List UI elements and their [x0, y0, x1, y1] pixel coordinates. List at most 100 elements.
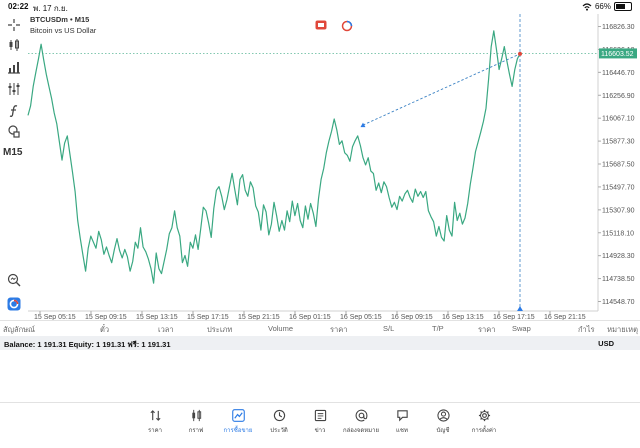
price-tick-label: 116067.10	[602, 116, 635, 123]
crosshair-marker	[517, 306, 523, 311]
battery-percent: 66%	[594, 2, 611, 11]
price-chart[interactable]: 116826.30116636.10116446.70116256.901160…	[0, 0, 640, 320]
battery-icon	[614, 2, 632, 11]
price-tick-label: 116446.70	[602, 70, 635, 77]
trade-icon	[231, 409, 245, 422]
time-tick-label: 15 Sep 17:15	[187, 314, 229, 320]
indicators-icon[interactable]	[4, 80, 24, 98]
chat-icon	[396, 410, 408, 422]
tab-label: การซื้อขาย	[223, 428, 253, 434]
trade-column-header[interactable]: ประเภท	[207, 325, 233, 334]
trade-table-header: สัญลักษณ์ ตั๋ว เวลา ประเภท Volume ราคา S/L T/P ร…	[0, 320, 640, 335]
price-tick-label: 114928.30	[602, 253, 635, 260]
bottom-tab-bar: ราคา กราฟ การซื้อขาย ประวัติ ข่าว กล่องจ…	[0, 402, 640, 448]
price-tick-label: 115307.90	[602, 207, 635, 214]
chart-top-icons	[315, 20, 353, 32]
left-toolbar: M15	[0, 14, 28, 313]
time-tick-label: 16 Sep 13:15	[442, 314, 484, 320]
status-time: 02:22	[8, 2, 29, 11]
price-tick-label: 115118.10	[602, 230, 634, 237]
time-tick-label: 15 Sep 05:15	[34, 314, 76, 320]
quotes-icon	[149, 410, 161, 421]
tab-label: กล่องจดหมาย	[342, 428, 380, 434]
tab-mailbox[interactable]: กล่องจดหมาย	[341, 409, 381, 435]
status-bar: 02:22 พ. 17 ก.ย. 66%	[0, 0, 640, 14]
symbol-info[interactable]: BTCUSDm • M15 Bitcoin vs US Dollar	[30, 15, 96, 35]
account-summary-bar: Balance: 1 191.31 Equity: 1 191.31 ฟรี: …	[0, 336, 640, 350]
trade-column-header[interactable]: หมายเหตุ	[607, 325, 638, 334]
wifi-icon	[582, 2, 592, 11]
zoom-reset-icon[interactable]	[4, 271, 24, 289]
tab-news[interactable]: ข่าว	[300, 409, 340, 435]
current-price-label: 116603.52	[601, 51, 634, 58]
trade-column-header[interactable]: ตั๋ว	[100, 325, 110, 334]
trade-column-header[interactable]: Swap	[512, 324, 531, 333]
account-icon	[436, 409, 450, 422]
close-marker	[518, 51, 522, 56]
price-series-line	[27, 30, 521, 284]
tab-trade[interactable]: การซื้อขาย	[218, 409, 258, 435]
tab-label: ข่าว	[314, 428, 326, 434]
tab-label: ราคา	[148, 428, 162, 434]
tab-quotes[interactable]: ราคา	[135, 409, 175, 435]
candlestick-icon[interactable]	[4, 36, 24, 54]
tab-chat[interactable]: แชท	[382, 409, 422, 435]
current-price-box	[599, 48, 637, 59]
time-axis: 15 Sep 05:15 15 Sep 09:15 15 Sep 13:15 15 S…	[34, 311, 586, 320]
buy-marker	[360, 122, 366, 128]
sync-ring-icon[interactable]	[341, 20, 353, 32]
trade-column-header[interactable]: ราคา	[330, 325, 348, 334]
time-tick-label: 15 Sep 09:15	[85, 314, 127, 320]
trade-flag-icon[interactable]	[315, 20, 327, 30]
tab-chart[interactable]: กราฟ	[176, 409, 216, 435]
mailbox-icon	[355, 409, 367, 422]
price-axis: 116826.30116636.10116446.70116256.901160…	[598, 24, 637, 306]
broker-logo-icon	[4, 295, 24, 313]
time-tick-label: 16 Sep 01:15	[289, 314, 331, 320]
tab-label: แชท	[396, 428, 408, 434]
trade-column-header[interactable]: เวลา	[158, 325, 174, 334]
news-icon	[314, 409, 326, 422]
shapes-icon[interactable]	[4, 122, 24, 140]
time-tick-label: 15 Sep 21:15	[238, 314, 280, 320]
symbol-description: Bitcoin vs US Dollar	[30, 26, 97, 35]
price-tick-label: 114548.70	[602, 299, 635, 306]
trade-column-header[interactable]: T/P	[432, 324, 444, 333]
price-tick-label: 116256.90	[602, 93, 635, 100]
battery-fill	[616, 4, 626, 9]
tab-label: บัญชี	[436, 428, 450, 434]
account-summary: Balance: 1 191.31 Equity: 1 191.31 ฟรี: …	[4, 340, 171, 349]
crosshair-icon[interactable]	[4, 16, 24, 34]
price-tick-label: 114738.50	[602, 276, 635, 283]
chart-grid	[28, 14, 599, 312]
chart-icon	[191, 409, 201, 422]
trade-column-header[interactable]: S/L	[383, 324, 395, 333]
price-tick-label: 115497.70	[602, 184, 635, 191]
tab-account[interactable]: บัญชี	[423, 409, 463, 435]
trade-column-header[interactable]: Volume	[268, 324, 294, 333]
time-tick-label: 16 Sep 05:15	[340, 314, 382, 320]
tab-history[interactable]: ประวัติ	[259, 409, 299, 435]
trade-column-header[interactable]: ราคา	[478, 325, 496, 334]
time-tick-label: 16 Sep 17:15	[493, 314, 535, 320]
trade-link-line	[362, 53, 521, 126]
price-tick-label: 116826.30	[602, 24, 635, 31]
history-icon	[273, 409, 285, 422]
price-tick-label: 115687.50	[602, 162, 635, 169]
function-icon[interactable]	[4, 102, 24, 120]
price-tick-label: 115877.30	[602, 139, 635, 146]
bar-chart-icon[interactable]	[4, 58, 24, 76]
settings-icon	[478, 409, 490, 422]
account-currency: USD	[598, 339, 614, 348]
trade-column-header[interactable]: สัญลักษณ์	[3, 325, 36, 334]
time-tick-label: 15 Sep 13:15	[136, 314, 178, 320]
status-date: พ. 17 ก.ย.	[33, 4, 68, 13]
tab-label: ประวัติ	[270, 428, 288, 434]
chart-lines	[27, 14, 598, 311]
symbol-name: BTCUSDm • M15	[30, 15, 90, 24]
timeframe-label[interactable]: M15	[3, 147, 23, 158]
trade-column-header[interactable]: กำไร	[578, 325, 595, 334]
time-tick-label: 16 Sep 21:15	[544, 314, 586, 320]
status-right: 66%	[582, 2, 632, 11]
tab-settings[interactable]: การตั้งค่า	[464, 409, 504, 435]
